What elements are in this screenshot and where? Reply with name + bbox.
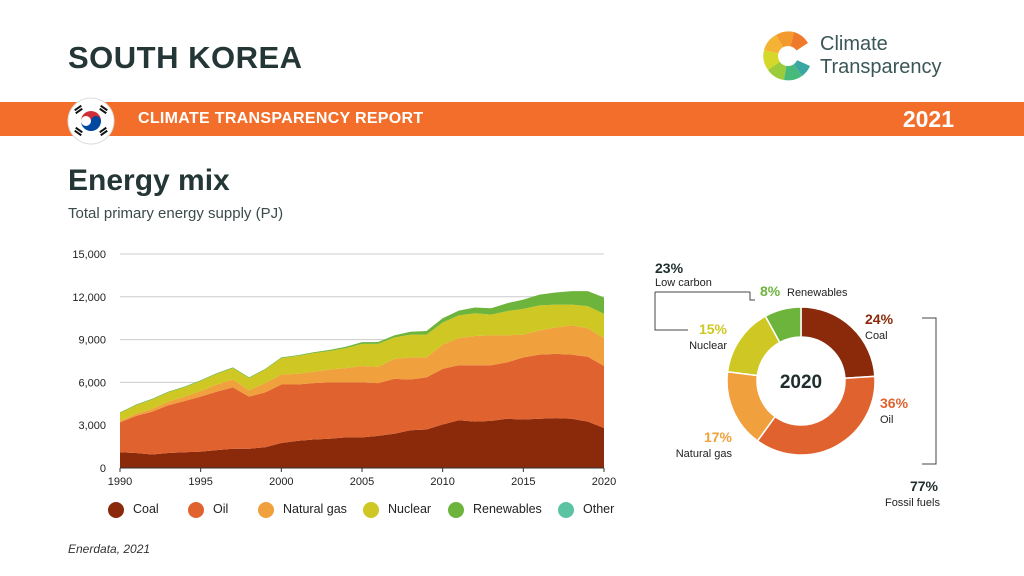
logo-text-line1: Climate <box>820 33 888 55</box>
logo-text-line2: Transparency <box>820 56 942 78</box>
section-title: Energy mix <box>68 164 230 197</box>
x-tick-label: 2015 <box>511 476 535 488</box>
group-pct-low-carbon: 23% <box>655 260 684 276</box>
slice-pct-nuclear: 15% <box>699 321 728 337</box>
country-title: SOUTH KOREA <box>68 40 303 75</box>
low-carbon-bracket <box>654 308 688 331</box>
energy-mix-area-chart: 0 3,000 6,000 9,000 12,000 15,000 1990 1995 2000… <box>72 249 616 488</box>
legend-label: Coal <box>133 502 159 516</box>
fossil-fuels-bracket <box>922 317 937 465</box>
legend-swatch <box>448 502 464 518</box>
south-korea-flag-icon <box>67 97 115 145</box>
donut-center-label: 2020 <box>780 372 822 393</box>
legend-swatch <box>258 502 274 518</box>
slice-name-renewables: Renewables <box>787 287 848 299</box>
donut-slice-coal <box>800 306 876 380</box>
energy-mix-donut-chart: 2020 24% Coal 36% Oil 17% Natural gas 15% Nuclea… <box>654 260 941 509</box>
area-series-nuclear <box>120 304 604 421</box>
area-series-coal <box>120 418 604 468</box>
area-series-renewables <box>120 291 604 414</box>
donut-slice-renewables <box>764 306 802 344</box>
y-tick-label: 15,000 <box>72 249 106 261</box>
legend-label: Nuclear <box>388 502 432 516</box>
y-tick-label: 0 <box>100 463 106 475</box>
legend-swatch <box>108 502 124 518</box>
legend-swatch <box>363 502 379 518</box>
slice-pct-oil: 36% <box>880 395 909 411</box>
x-tick-label: 2020 <box>592 476 616 488</box>
donut-slice-oil <box>756 375 876 456</box>
legend-label: Other <box>583 502 615 516</box>
x-tick-label: 2005 <box>350 476 374 488</box>
slice-name-natural_gas: Natural gas <box>676 448 733 460</box>
legend-swatch <box>558 502 574 518</box>
legend-label: Natural gas <box>283 502 347 516</box>
x-tick-label: 2000 <box>269 476 293 488</box>
report-band: CLIMATE TRANSPARENCY REPORT 2021 <box>0 102 1024 136</box>
y-tick-label: 12,000 <box>72 292 106 304</box>
slice-pct-coal: 24% <box>865 311 894 327</box>
legend-label: Oil <box>213 502 229 516</box>
slice-name-oil: Oil <box>880 414 893 426</box>
x-tick-label: 2010 <box>430 476 454 488</box>
y-tick-label: 3,000 <box>78 420 106 432</box>
area-series-oil <box>120 353 604 455</box>
legend-label: Renewables <box>473 502 542 516</box>
x-tick-label: 1995 <box>188 476 212 488</box>
slice-pct-natural_gas: 17% <box>704 429 733 445</box>
area-series-natural_gas <box>120 325 604 423</box>
slice-pct-renewables: 8% <box>760 283 781 299</box>
logo-mark-icon <box>763 31 816 81</box>
slice-name-coal: Coal <box>865 330 888 342</box>
x-tick-label: 1990 <box>108 476 132 488</box>
slice-name-nuclear: Nuclear <box>689 340 727 352</box>
report-label: CLIMATE TRANSPARENCY REPORT <box>138 110 424 127</box>
group-pct-fossil-fuels: 77% <box>910 478 939 494</box>
y-tick-label: 6,000 <box>78 377 106 389</box>
report-year: 2021 <box>902 106 954 132</box>
data-source: Enerdata, 2021 <box>68 542 151 556</box>
group-name-fossil-fuels: Fossil fuels <box>885 497 941 509</box>
chart-subtitle: Total primary energy supply (PJ) <box>68 205 284 222</box>
legend-swatch <box>188 502 204 518</box>
climate-transparency-logo: Climate Transparency <box>760 28 980 84</box>
low-carbon-bracket-right <box>749 292 755 301</box>
y-tick-label: 9,000 <box>78 335 106 347</box>
group-name-low-carbon: Low carbon <box>655 277 712 289</box>
